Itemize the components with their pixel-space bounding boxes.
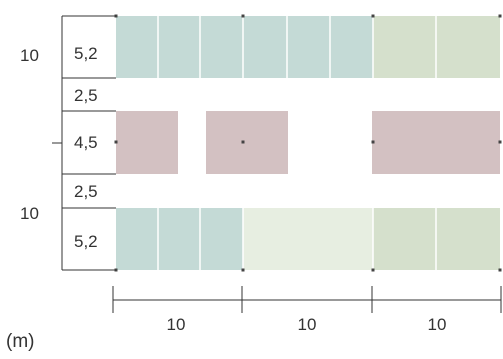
top-band-teal-zone	[116, 16, 373, 78]
row-dim-lower-aisle-label: 2,5	[74, 182, 98, 201]
bottom-band-teal-zone	[116, 208, 243, 270]
middle-band-block-1	[116, 111, 178, 174]
top-band-dividers	[157, 16, 437, 78]
horizontal-dimension-lines	[112, 286, 502, 313]
row-dim-top-band-label: 5,2	[74, 44, 98, 63]
bottom-band-dividers	[157, 208, 437, 270]
outer-dim-bottom-label: 10	[20, 204, 39, 223]
col-dim-right-label: 10	[428, 315, 447, 334]
col-dim-left-label: 10	[167, 315, 186, 334]
row-dim-bottom-band-label: 5,2	[74, 232, 98, 251]
row-dim-middle-band-label: 4,5	[74, 133, 98, 152]
row-dim-upper-aisle-label: 2,5	[74, 86, 98, 105]
col-dim-middle-label: 10	[298, 315, 317, 334]
unit-label: (m)	[6, 331, 34, 352]
vertical-dimension-lines	[52, 15, 116, 271]
middle-band-block-3	[372, 111, 500, 174]
bottom-band-pale-zone	[243, 208, 373, 270]
outer-dim-top-label: 10	[20, 46, 39, 65]
middle-band-block-2	[206, 111, 288, 174]
